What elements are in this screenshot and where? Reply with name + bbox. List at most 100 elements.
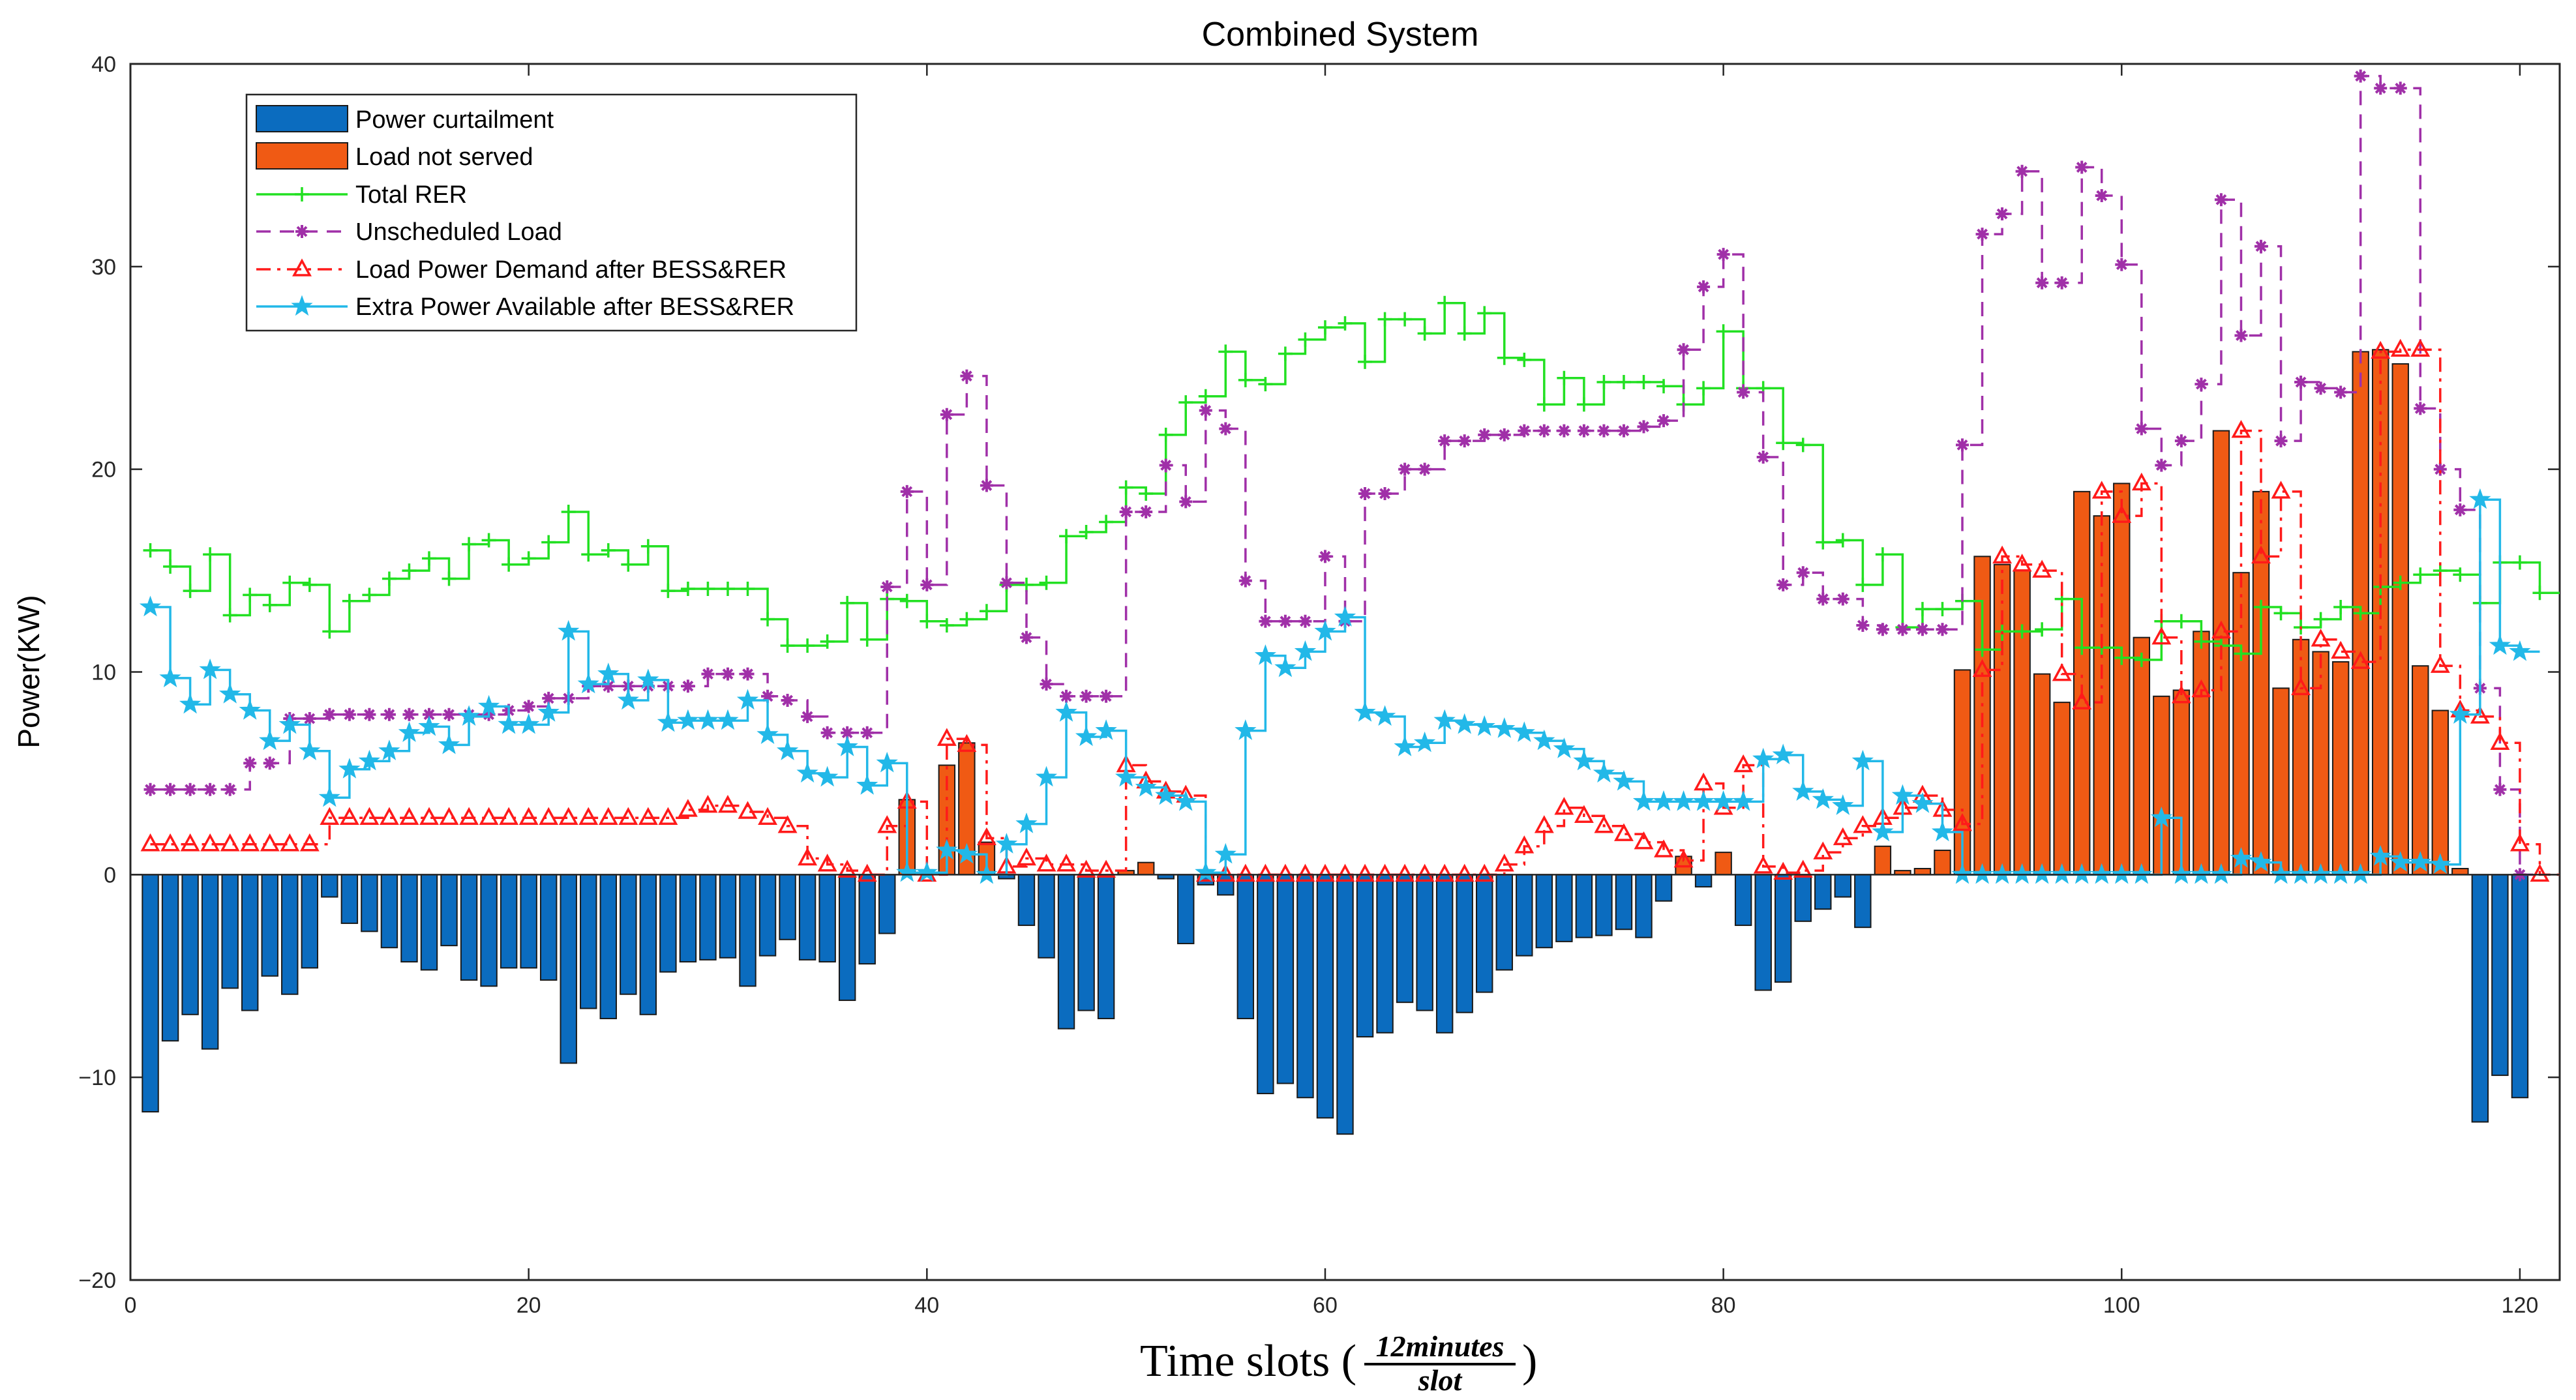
legend-swatch-curtailment	[256, 105, 348, 132]
marker-rer-19	[502, 557, 517, 572]
marker-unscheduled-load-49	[1100, 689, 1113, 703]
marker-load-demand-6	[240, 833, 260, 852]
marker-rer-65	[1417, 326, 1432, 341]
marker-extra-power-95	[2011, 863, 2033, 884]
marker-extra-power-36	[836, 736, 858, 756]
marker-load-demand-86	[1833, 827, 1853, 846]
marker-rer-1	[143, 543, 158, 558]
marker-load-demand-60	[1315, 863, 1335, 882]
marker-load-demand-99	[2091, 481, 2112, 499]
bar-curtailment-77	[1655, 874, 1673, 902]
marker-unscheduled-load-94	[1996, 207, 2009, 221]
marker-unscheduled-load-40	[920, 578, 934, 591]
marker-rer-69	[1497, 350, 1512, 365]
marker-rer-108	[2273, 606, 2288, 621]
bar-curtailment-27	[659, 874, 677, 973]
marker-extra-power-18	[477, 694, 500, 716]
legend-label-5: Load Power Demand after BESS&RER	[355, 256, 786, 284]
marker-unscheduled-load-13	[382, 707, 396, 721]
marker-unscheduled-load-91	[1936, 623, 1949, 636]
bar-curtailment-47	[1057, 874, 1075, 1030]
marker-load-demand-111	[2331, 640, 2351, 659]
marker-extra-power-99	[2091, 863, 2113, 884]
bar-curtailment-7	[261, 874, 278, 977]
bar-curtailment-49	[1097, 874, 1115, 1020]
marker-extra-power-8	[278, 713, 301, 734]
marker-load-demand-13	[379, 807, 399, 826]
bar-curtailment-63	[1376, 874, 1394, 1034]
marker-load-demand-58	[1275, 863, 1295, 882]
marker-rer-121	[2532, 586, 2547, 601]
marker-rer-67	[1457, 326, 1472, 341]
marker-unscheduled-load-55	[1219, 422, 1233, 436]
marker-extra-power-47	[1055, 701, 1077, 722]
bar-curtailment-60	[1316, 874, 1334, 1119]
bar-curtailment-62	[1356, 874, 1374, 1038]
bar-curtailment-23	[580, 874, 597, 1009]
marker-rer-29	[700, 582, 715, 597]
marker-extra-power-87	[1851, 749, 1874, 771]
bar-load-not-served-104	[2193, 631, 2210, 876]
legend: Power curtailment Load not served Total RE…	[245, 93, 858, 332]
marker-unscheduled-load-63	[1378, 486, 1392, 500]
marker-extra-power-96	[2031, 863, 2053, 884]
bar-curtailment-79	[1694, 874, 1713, 887]
x-tick-label-0: 0	[125, 1293, 137, 1318]
bar-curtailment-6	[241, 874, 259, 1011]
marker-unscheduled-load-36	[841, 726, 854, 739]
marker-unscheduled-load-93	[1975, 228, 1989, 241]
marker-unscheduled-load-76	[1637, 420, 1651, 434]
legend-box	[245, 93, 858, 332]
marker-unscheduled-load-64	[1398, 462, 1412, 476]
marker-extra-power-69	[1493, 717, 1516, 738]
series-load-demand	[140, 338, 2560, 882]
marker-load-demand-70	[1514, 835, 1535, 854]
marker-unscheduled-load-109	[2294, 376, 2308, 389]
marker-extra-power-43	[976, 863, 998, 884]
marker-unscheduled-load-45	[1019, 631, 1033, 644]
marker-extra-power-28	[677, 709, 699, 730]
marker-load-demand-72	[1554, 797, 1574, 815]
marker-unscheduled-load-24	[601, 679, 615, 693]
bar-curtailment-53	[1177, 874, 1195, 945]
marker-load-demand-41	[936, 728, 957, 746]
marker-load-demand-29	[698, 794, 718, 813]
marker-extra-power-84	[1792, 780, 1814, 801]
marker-extra-power-32	[756, 723, 779, 745]
bar-curtailment-34	[798, 874, 816, 961]
marker-unscheduled-load-32	[761, 689, 775, 703]
bar-load-not-served-100	[2113, 483, 2131, 876]
bar-load-not-served-80	[1715, 852, 1732, 876]
marker-unscheduled-load-2	[164, 782, 177, 796]
marker-rer-31	[740, 582, 755, 597]
bar-load-not-served-88	[1874, 845, 1892, 876]
bar-load-not-served-106	[2232, 572, 2250, 876]
marker-unscheduled-load-67	[1458, 434, 1471, 448]
bar-load-not-served-98	[2073, 490, 2091, 876]
marker-load-demand-47	[1056, 854, 1076, 872]
marker-unscheduled-load-12	[363, 707, 376, 721]
marker-extra-power-91	[1931, 820, 1954, 842]
marker-load-demand-98	[2072, 691, 2092, 709]
marker-unscheduled-load-117	[2453, 503, 2467, 516]
bar-curtailment-37	[858, 874, 876, 965]
bar-curtailment-25	[620, 874, 637, 995]
marker-rer-62	[1358, 354, 1373, 369]
marker-rer-70	[1517, 352, 1532, 367]
marker-extra-power-4	[199, 658, 221, 679]
marker-rer-37	[860, 632, 875, 647]
marker-load-demand-62	[1355, 863, 1375, 882]
bar-curtailment-71	[1535, 874, 1553, 949]
marker-rer-25	[621, 557, 636, 572]
bar-curtailment-85	[1814, 874, 1832, 910]
marker-load-demand-31	[738, 801, 758, 819]
marker-unscheduled-load-86	[1836, 592, 1850, 606]
marker-extra-power-5	[218, 683, 241, 704]
marker-load-demand-73	[1574, 805, 1594, 823]
marker-load-demand-18	[479, 807, 499, 826]
marker-load-demand-83	[1773, 861, 1793, 880]
marker-rer-49	[1099, 514, 1114, 529]
legend-label-4: Unscheduled Load	[355, 218, 562, 246]
marker-load-demand-93	[1972, 659, 1992, 678]
bar-curtailment-46	[1038, 874, 1055, 959]
